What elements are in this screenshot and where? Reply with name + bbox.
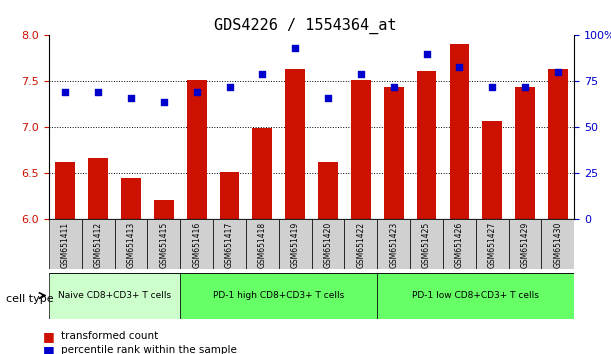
Bar: [285, 69, 305, 219]
Point: [126, 95, 136, 101]
Point: [225, 84, 235, 90]
Point: [290, 45, 300, 51]
FancyBboxPatch shape: [377, 219, 410, 269]
Text: GDS4226 / 1554364_at: GDS4226 / 1554364_at: [214, 18, 397, 34]
FancyBboxPatch shape: [508, 219, 541, 269]
Text: GSM651413: GSM651413: [126, 222, 136, 268]
Point: [323, 95, 333, 101]
Bar: [548, 69, 568, 219]
Bar: [417, 71, 436, 219]
Text: GSM651417: GSM651417: [225, 222, 234, 268]
Point: [553, 69, 563, 75]
Text: GSM651423: GSM651423: [389, 222, 398, 268]
Point: [192, 90, 202, 95]
Point: [389, 84, 398, 90]
Bar: [154, 200, 174, 219]
FancyBboxPatch shape: [410, 219, 443, 269]
Text: ■: ■: [43, 330, 54, 343]
Bar: [318, 162, 338, 219]
Text: Naive CD8+CD3+ T cells: Naive CD8+CD3+ T cells: [58, 291, 171, 300]
Point: [60, 90, 70, 95]
FancyBboxPatch shape: [49, 219, 82, 269]
Text: PD-1 low CD8+CD3+ T cells: PD-1 low CD8+CD3+ T cells: [412, 291, 540, 300]
FancyBboxPatch shape: [147, 219, 180, 269]
Text: GSM651430: GSM651430: [554, 222, 562, 268]
Point: [356, 71, 366, 77]
Bar: [88, 158, 108, 219]
Bar: [351, 80, 371, 219]
Text: GSM651422: GSM651422: [356, 222, 365, 268]
FancyBboxPatch shape: [377, 273, 574, 319]
FancyBboxPatch shape: [312, 219, 345, 269]
Point: [93, 90, 103, 95]
FancyBboxPatch shape: [180, 273, 377, 319]
FancyBboxPatch shape: [114, 219, 147, 269]
Text: GSM651412: GSM651412: [93, 222, 103, 268]
FancyBboxPatch shape: [279, 219, 312, 269]
Bar: [252, 129, 273, 219]
Bar: [121, 178, 141, 219]
Text: GSM651427: GSM651427: [488, 222, 497, 268]
Text: percentile rank within the sample: percentile rank within the sample: [61, 346, 237, 354]
Bar: [515, 87, 535, 219]
FancyBboxPatch shape: [49, 273, 180, 319]
Text: ■: ■: [43, 344, 54, 354]
FancyBboxPatch shape: [180, 219, 213, 269]
Text: GSM651419: GSM651419: [291, 222, 299, 268]
FancyBboxPatch shape: [246, 219, 279, 269]
Text: GSM651416: GSM651416: [192, 222, 201, 268]
FancyBboxPatch shape: [345, 219, 377, 269]
Text: GSM651418: GSM651418: [258, 222, 267, 268]
Text: transformed count: transformed count: [61, 331, 158, 341]
Text: GSM651429: GSM651429: [521, 222, 530, 268]
FancyBboxPatch shape: [443, 219, 476, 269]
Point: [455, 64, 464, 69]
Text: GSM651426: GSM651426: [455, 222, 464, 268]
Bar: [450, 44, 469, 219]
Point: [422, 51, 431, 57]
Bar: [56, 162, 75, 219]
Point: [159, 99, 169, 104]
FancyBboxPatch shape: [213, 219, 246, 269]
Text: GSM651415: GSM651415: [159, 222, 168, 268]
Text: GSM651411: GSM651411: [61, 222, 70, 268]
Point: [520, 84, 530, 90]
Bar: [220, 172, 240, 219]
FancyBboxPatch shape: [82, 219, 114, 269]
Bar: [482, 121, 502, 219]
Point: [488, 84, 497, 90]
FancyBboxPatch shape: [476, 219, 508, 269]
Text: GSM651420: GSM651420: [324, 222, 332, 268]
Text: GSM651425: GSM651425: [422, 222, 431, 268]
FancyBboxPatch shape: [541, 219, 574, 269]
Bar: [187, 80, 207, 219]
Point: [257, 71, 267, 77]
Bar: [384, 87, 403, 219]
Text: PD-1 high CD8+CD3+ T cells: PD-1 high CD8+CD3+ T cells: [213, 291, 345, 300]
Text: cell type: cell type: [6, 294, 54, 304]
